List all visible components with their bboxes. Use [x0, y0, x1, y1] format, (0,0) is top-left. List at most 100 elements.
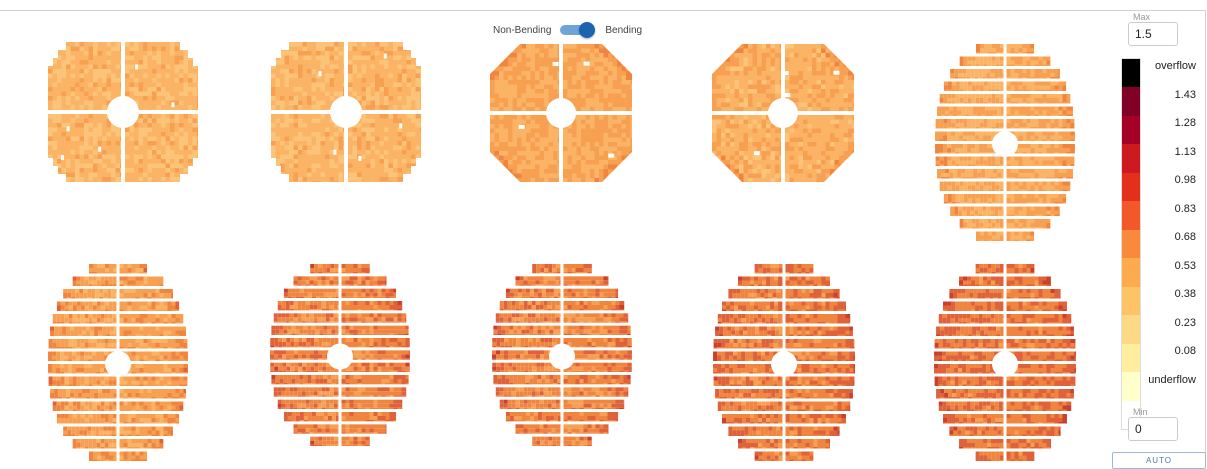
pad-cell — [512, 80, 517, 85]
pad-cell — [402, 141, 407, 146]
pad-cell — [743, 89, 748, 94]
pad-cell — [1046, 148, 1051, 152]
pad-cell — [52, 141, 57, 146]
pad-cell — [411, 141, 416, 146]
pad-cell — [1030, 56, 1035, 61]
pad-cell — [535, 93, 540, 98]
pad-cell — [766, 119, 771, 124]
bending-toggle-switch[interactable] — [560, 22, 596, 38]
pad-cell — [947, 119, 952, 123]
pad-cell — [1026, 89, 1031, 91]
pad-cell — [79, 64, 84, 69]
pad-cell — [284, 168, 289, 173]
pad-cell — [384, 42, 389, 47]
pad-cell — [298, 51, 303, 56]
pad-cell — [993, 114, 998, 116]
pad-cell — [147, 172, 152, 177]
pad-cell — [102, 100, 107, 105]
chamber-5-map[interactable] — [935, 44, 1075, 244]
pad-cell — [603, 98, 608, 103]
pad-cell — [1054, 69, 1059, 73]
pad-cell — [789, 98, 794, 103]
pad-cell — [490, 93, 495, 98]
pad-cell — [983, 119, 988, 123]
pad-cell — [357, 60, 362, 65]
pad-cell — [361, 69, 366, 74]
pad-cell — [1018, 119, 1023, 123]
pad-cell — [816, 107, 821, 111]
pad-cell — [388, 145, 393, 150]
pad-cell — [617, 93, 622, 98]
pad-cell — [147, 46, 152, 51]
pad-cell — [712, 89, 717, 94]
pad-cell — [406, 105, 411, 110]
pad-cell — [293, 150, 298, 155]
pad-cell — [52, 60, 57, 65]
pad-cell — [544, 155, 549, 160]
pad-cell — [779, 75, 781, 80]
pad-cell — [125, 82, 130, 87]
pad-cell — [106, 96, 111, 101]
pad-cell — [594, 160, 599, 165]
chamber-1-map[interactable] — [48, 42, 198, 182]
chamber-2-map[interactable] — [271, 42, 421, 182]
pad-cell — [52, 87, 57, 92]
pad-cell — [563, 151, 568, 156]
pad-cell — [275, 163, 280, 168]
pad-cell — [716, 71, 721, 76]
dead-channel — [833, 70, 840, 75]
pad-cell — [770, 169, 775, 174]
pad-cell — [990, 73, 995, 77]
pad-cell — [572, 98, 577, 103]
pad-cell — [766, 142, 771, 147]
pad-cell — [1062, 89, 1067, 91]
pad-cell — [812, 124, 817, 129]
pad-cell — [512, 155, 517, 160]
pad-cell — [581, 137, 586, 142]
pad-cell — [393, 123, 398, 128]
pad-cell — [165, 136, 170, 141]
pad-cell — [617, 107, 622, 111]
pad-cell — [1042, 60, 1047, 65]
pad-cell — [807, 133, 812, 138]
chamber-3-map[interactable] — [490, 44, 632, 182]
pad-cell — [143, 172, 148, 177]
pad-cell — [179, 136, 184, 141]
pad-cell — [1034, 77, 1039, 79]
pad-cell — [576, 128, 581, 133]
pad-cell — [152, 141, 157, 146]
pad-cell — [57, 55, 62, 60]
pad-cell — [991, 81, 996, 86]
pad-cell — [775, 164, 780, 169]
chamber-4-map[interactable] — [712, 44, 854, 182]
pad-cell — [557, 164, 559, 169]
pad-cell — [357, 78, 362, 83]
pad-cell — [779, 178, 781, 182]
pad-cell — [803, 44, 808, 49]
pad-cell — [343, 132, 344, 137]
pad-cell — [183, 91, 188, 96]
pad-cell — [499, 160, 504, 165]
pad-cell — [1034, 106, 1039, 111]
pad-cell — [553, 137, 558, 142]
pad-cell — [943, 139, 948, 141]
pad-cell — [79, 181, 84, 182]
pad-cell — [748, 66, 753, 71]
pad-cell — [725, 160, 730, 165]
pad-cell — [517, 57, 522, 62]
pad-cell — [115, 141, 120, 146]
pad-cell — [526, 93, 531, 98]
pad-cell — [594, 66, 599, 71]
pad-cell — [807, 115, 812, 120]
pad-cell — [352, 181, 357, 182]
pad-cell — [743, 75, 748, 80]
pad-cell — [957, 114, 962, 116]
pad-cell — [375, 51, 380, 56]
pad-cell — [120, 42, 121, 47]
pad-cell — [798, 89, 803, 94]
pad-cell — [563, 160, 568, 165]
pad-cell — [156, 78, 161, 83]
pad-cell — [156, 141, 161, 146]
pad-cell — [987, 152, 992, 154]
pad-cell — [106, 145, 111, 150]
